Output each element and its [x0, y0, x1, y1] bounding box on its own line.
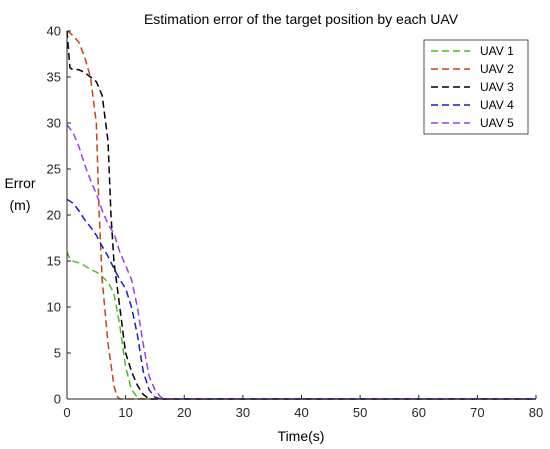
series-line-uav-5: [66, 124, 536, 400]
legend: UAV 1 UAV 2 UAV 3 UAV 4 UAV 5: [423, 39, 529, 135]
y-axis-label-line2: (m): [10, 197, 31, 213]
chart-title: Estimation error of the target position …: [144, 11, 459, 27]
series-line-uav-2: [66, 30, 536, 400]
legend-label-uav-5: UAV 5: [480, 116, 514, 130]
x-tick-label: 20: [177, 405, 191, 420]
series-layer: [66, 30, 536, 400]
y-tick-label: 5: [54, 346, 61, 361]
x-tick-label: 10: [118, 405, 132, 420]
legend-box: [423, 39, 529, 135]
series-line-uav-1: [66, 251, 536, 400]
legend-label-uav-4: UAV 4: [480, 98, 514, 112]
x-tick-label: 50: [353, 405, 367, 420]
x-tick-label: 30: [236, 405, 250, 420]
legend-label-uav-1: UAV 1: [480, 44, 514, 58]
legend-label-uav-2: UAV 2: [480, 62, 514, 76]
series-line-uav-4: [66, 198, 536, 400]
y-tick-label: 40: [47, 24, 61, 39]
x-tick-label: 40: [294, 405, 308, 420]
y-ticks: 0 5 10 15 20 25 30 35 40: [47, 24, 71, 407]
legend-label-uav-3: UAV 3: [480, 80, 514, 94]
x-tick-label: 70: [470, 405, 484, 420]
y-tick-label: 0: [54, 392, 61, 407]
y-tick-label: 35: [47, 70, 61, 85]
x-axis-label: Time(s): [278, 428, 325, 444]
y-tick-label: 25: [47, 162, 61, 177]
y-tick-label: 30: [47, 116, 61, 131]
y-tick-label: 15: [47, 254, 61, 269]
x-ticks: 0 10 20 30 40 50 60 70 80: [63, 395, 543, 420]
series-line-uav-3: [66, 30, 536, 400]
y-tick-label: 10: [47, 300, 61, 315]
x-tick-label: 80: [529, 405, 543, 420]
y-axis-label-line1: Error: [4, 175, 35, 191]
x-tick-label: 60: [412, 405, 426, 420]
x-tick-label: 0: [63, 405, 70, 420]
y-tick-label: 20: [47, 208, 61, 223]
